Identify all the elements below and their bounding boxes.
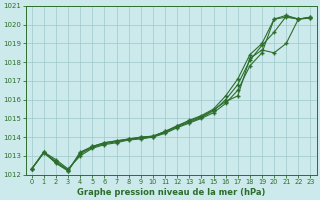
X-axis label: Graphe pression niveau de la mer (hPa): Graphe pression niveau de la mer (hPa) — [77, 188, 265, 197]
